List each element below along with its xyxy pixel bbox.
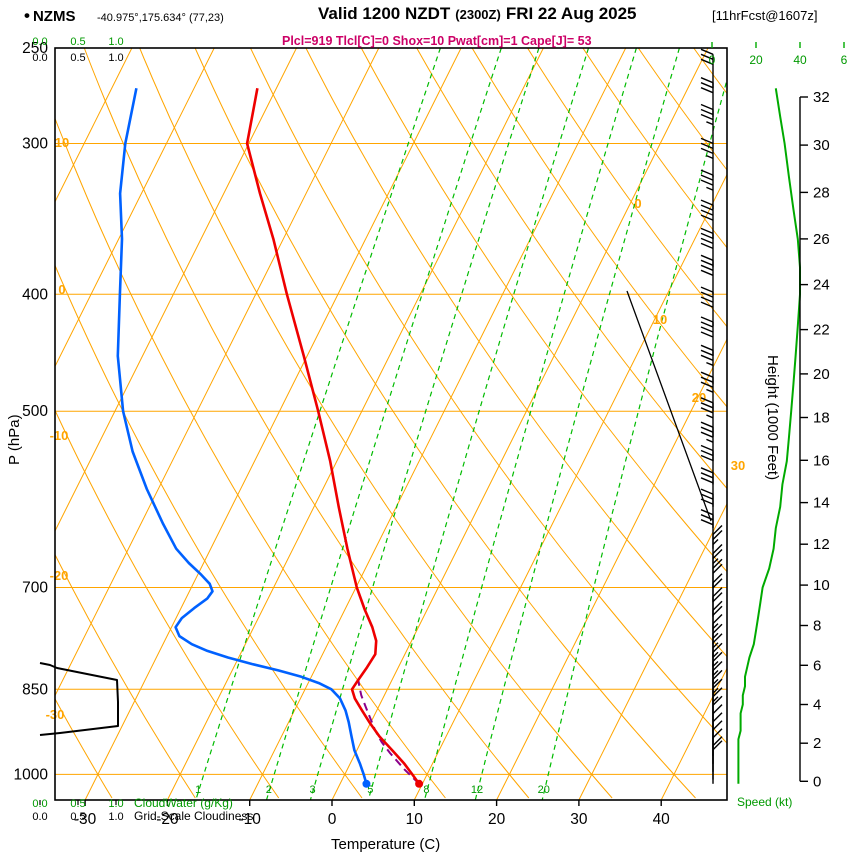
svg-text:0.5: 0.5 [70,52,85,64]
pressure-axis-label: P (hPa) [6,414,23,465]
svg-text:30: 30 [813,137,830,154]
svg-text:40: 40 [653,811,671,828]
svg-text:6: 6 [813,657,821,674]
temperature-axis-label: Temperature (C) [331,836,441,853]
svg-text:14: 14 [813,495,830,512]
height-axis-label: Height (1000 Feet) [764,355,781,481]
svg-text:1.0: 1.0 [108,36,123,48]
title: • NZMS [24,6,75,26]
valid-time-prefix: Valid 1200 NZDT [318,4,451,23]
svg-text:1.0: 1.0 [108,52,123,64]
svg-text:30: 30 [570,811,588,828]
sounding-curves-layer [116,88,424,788]
svg-text:0.0: 0.0 [32,52,47,64]
svg-text:500: 500 [22,403,48,420]
svg-text:20: 20 [692,390,706,405]
svg-text:20: 20 [488,811,506,828]
svg-text:18: 18 [813,409,830,426]
svg-text:1.0: 1.0 [108,811,123,823]
svg-text:0.0: 0.0 [32,811,47,823]
svg-text:20: 20 [813,366,830,383]
svg-text:8: 8 [423,784,429,796]
svg-text:-30: -30 [74,811,97,828]
parcel-curve [357,678,420,785]
valid-time: Valid 1200 NZDT (2300Z) FRI 22 Aug 2025 [318,4,637,24]
svg-text:20: 20 [538,784,550,796]
station-coords: -40.975°,175.634° (77,23) [97,12,224,24]
svg-text:6: 6 [841,53,848,67]
svg-text:3: 3 [309,784,315,796]
svg-text:0: 0 [813,773,821,790]
cloudiness-outline [39,662,119,736]
title-bullet-icon: • [24,6,30,25]
svg-text:1000: 1000 [14,766,49,783]
svg-text:22: 22 [813,322,830,339]
svg-text:0.5: 0.5 [70,36,85,48]
forecast-reference: [11hrFcst@1607z] [712,8,818,23]
svg-text:2: 2 [813,735,821,752]
stability-indices: Plcl=919 Tlcl[C]=0 Shox=10 Pwat[cm]=1 Ca… [282,34,592,48]
svg-text:28: 28 [813,184,830,201]
speed-axis-label: Speed (kt) [737,795,793,809]
diagonal-reference-line [626,290,712,522]
svg-text:16: 16 [813,452,830,469]
svg-text:0: 0 [634,196,641,211]
surface-temp-dot [415,779,424,788]
cloudwater-scale-label: CloudWater (g/Kg) [134,796,233,810]
svg-text:8: 8 [813,618,821,635]
svg-text:-10: -10 [50,428,69,443]
svg-text:400: 400 [22,286,48,303]
dewpoint-curve [116,88,368,785]
svg-text:250: 250 [22,40,48,57]
temperature-curve [245,88,421,785]
plot-border [54,47,728,801]
svg-text:10: 10 [406,811,424,828]
svg-text:4: 4 [813,697,821,714]
svg-text:2: 2 [266,784,272,796]
cloudiness-scale-label: Grid-Scale Cloudiness [134,809,254,823]
station-name: NZMS [32,8,76,25]
svg-text:24: 24 [813,277,830,294]
svg-text:20: 20 [749,53,763,67]
svg-text:-20: -20 [156,811,179,828]
svg-text:0: 0 [328,811,337,828]
cloudiness-outline-layer [39,662,119,736]
surface-dewpoint-dot [362,779,371,788]
svg-text:26: 26 [813,231,830,248]
svg-text:300: 300 [22,136,48,153]
svg-text:10: 10 [813,577,830,594]
svg-text:850: 850 [22,681,48,698]
svg-text:700: 700 [22,580,48,597]
svg-text:30: 30 [731,458,745,473]
svg-text:12: 12 [471,784,483,796]
svg-text:10: 10 [55,135,69,150]
svg-text:0: 0 [709,53,716,67]
grid-layer [55,48,727,800]
valid-time-utc: (2300Z) [455,7,501,22]
svg-text:0.5: 0.5 [70,811,85,823]
valid-time-date: FRI 22 Aug 2025 [505,4,637,23]
svg-text:12: 12 [813,536,830,553]
svg-text:5: 5 [367,784,373,796]
wind-barb-column [700,48,723,784]
svg-text:40: 40 [793,53,807,67]
svg-text:0.0: 0.0 [32,36,47,48]
svg-text:32: 32 [813,89,830,106]
svg-text:10: 10 [653,312,667,327]
svg-text:0: 0 [58,282,65,297]
svg-text:-10: -10 [238,811,261,828]
svg-text:-20: -20 [50,568,69,583]
svg-text:1: 1 [195,784,201,796]
